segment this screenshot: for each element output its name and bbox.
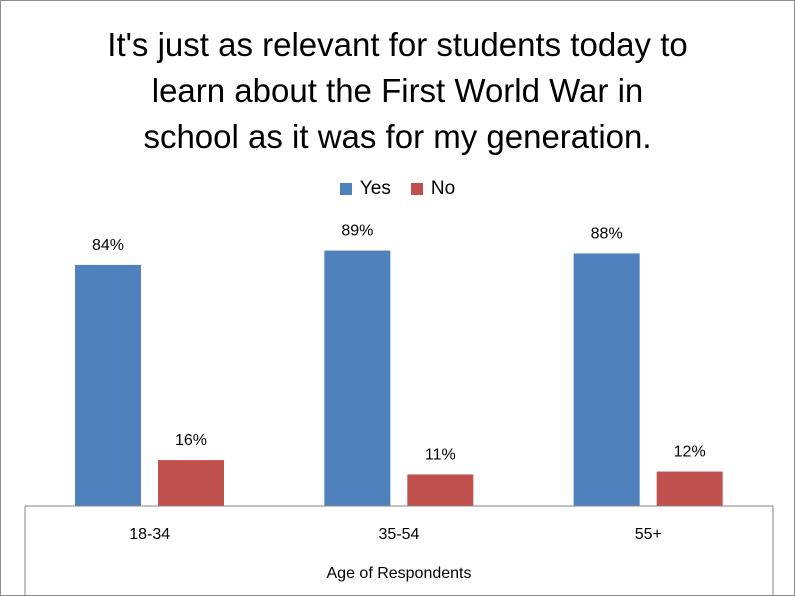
legend-item-yes: Yes	[339, 178, 391, 200]
data-label-yes-55+: 88%	[591, 225, 623, 242]
legend-swatch-yes	[339, 183, 352, 195]
bar-yes-55+	[573, 253, 640, 506]
data-label-yes-18-34: 84%	[92, 237, 124, 254]
bar-yes-18-34	[75, 264, 141, 506]
data-label-no-18-34: 16%	[175, 432, 207, 449]
data-label-yes-35-54: 89%	[341, 223, 373, 240]
data-label-no-35-54: 11%	[425, 446, 456, 463]
chart-title-line-3: school as it was for my generation.	[143, 118, 652, 155]
legend-label-yes: Yes	[359, 178, 391, 199]
x-axis-title: Age of Respondents	[327, 565, 472, 582]
legend-item-no: No	[410, 178, 456, 200]
legend-swatch-no	[410, 183, 423, 195]
bar-no-18-34	[158, 460, 224, 506]
x-tick-label-18-34: 18-34	[129, 526, 170, 543]
bar-yes-35-54	[324, 250, 391, 506]
legend-label-no: No	[430, 178, 456, 199]
data-label-no-55+: 12%	[674, 444, 706, 461]
x-tick-label-55+: 55+	[635, 526, 662, 543]
chart-title-line-1: It's just as relevant for students today…	[107, 26, 688, 63]
chart-title-line-2: learn about the First World War in	[151, 72, 644, 109]
x-tick-label-35-54: 35-54	[379, 526, 420, 543]
chart-legend: Yes No	[0, 178, 795, 200]
bar-no-35-54	[407, 474, 474, 506]
bar-no-55+	[656, 471, 723, 506]
chart-title: It's just as relevant for students today…	[0, 22, 795, 160]
